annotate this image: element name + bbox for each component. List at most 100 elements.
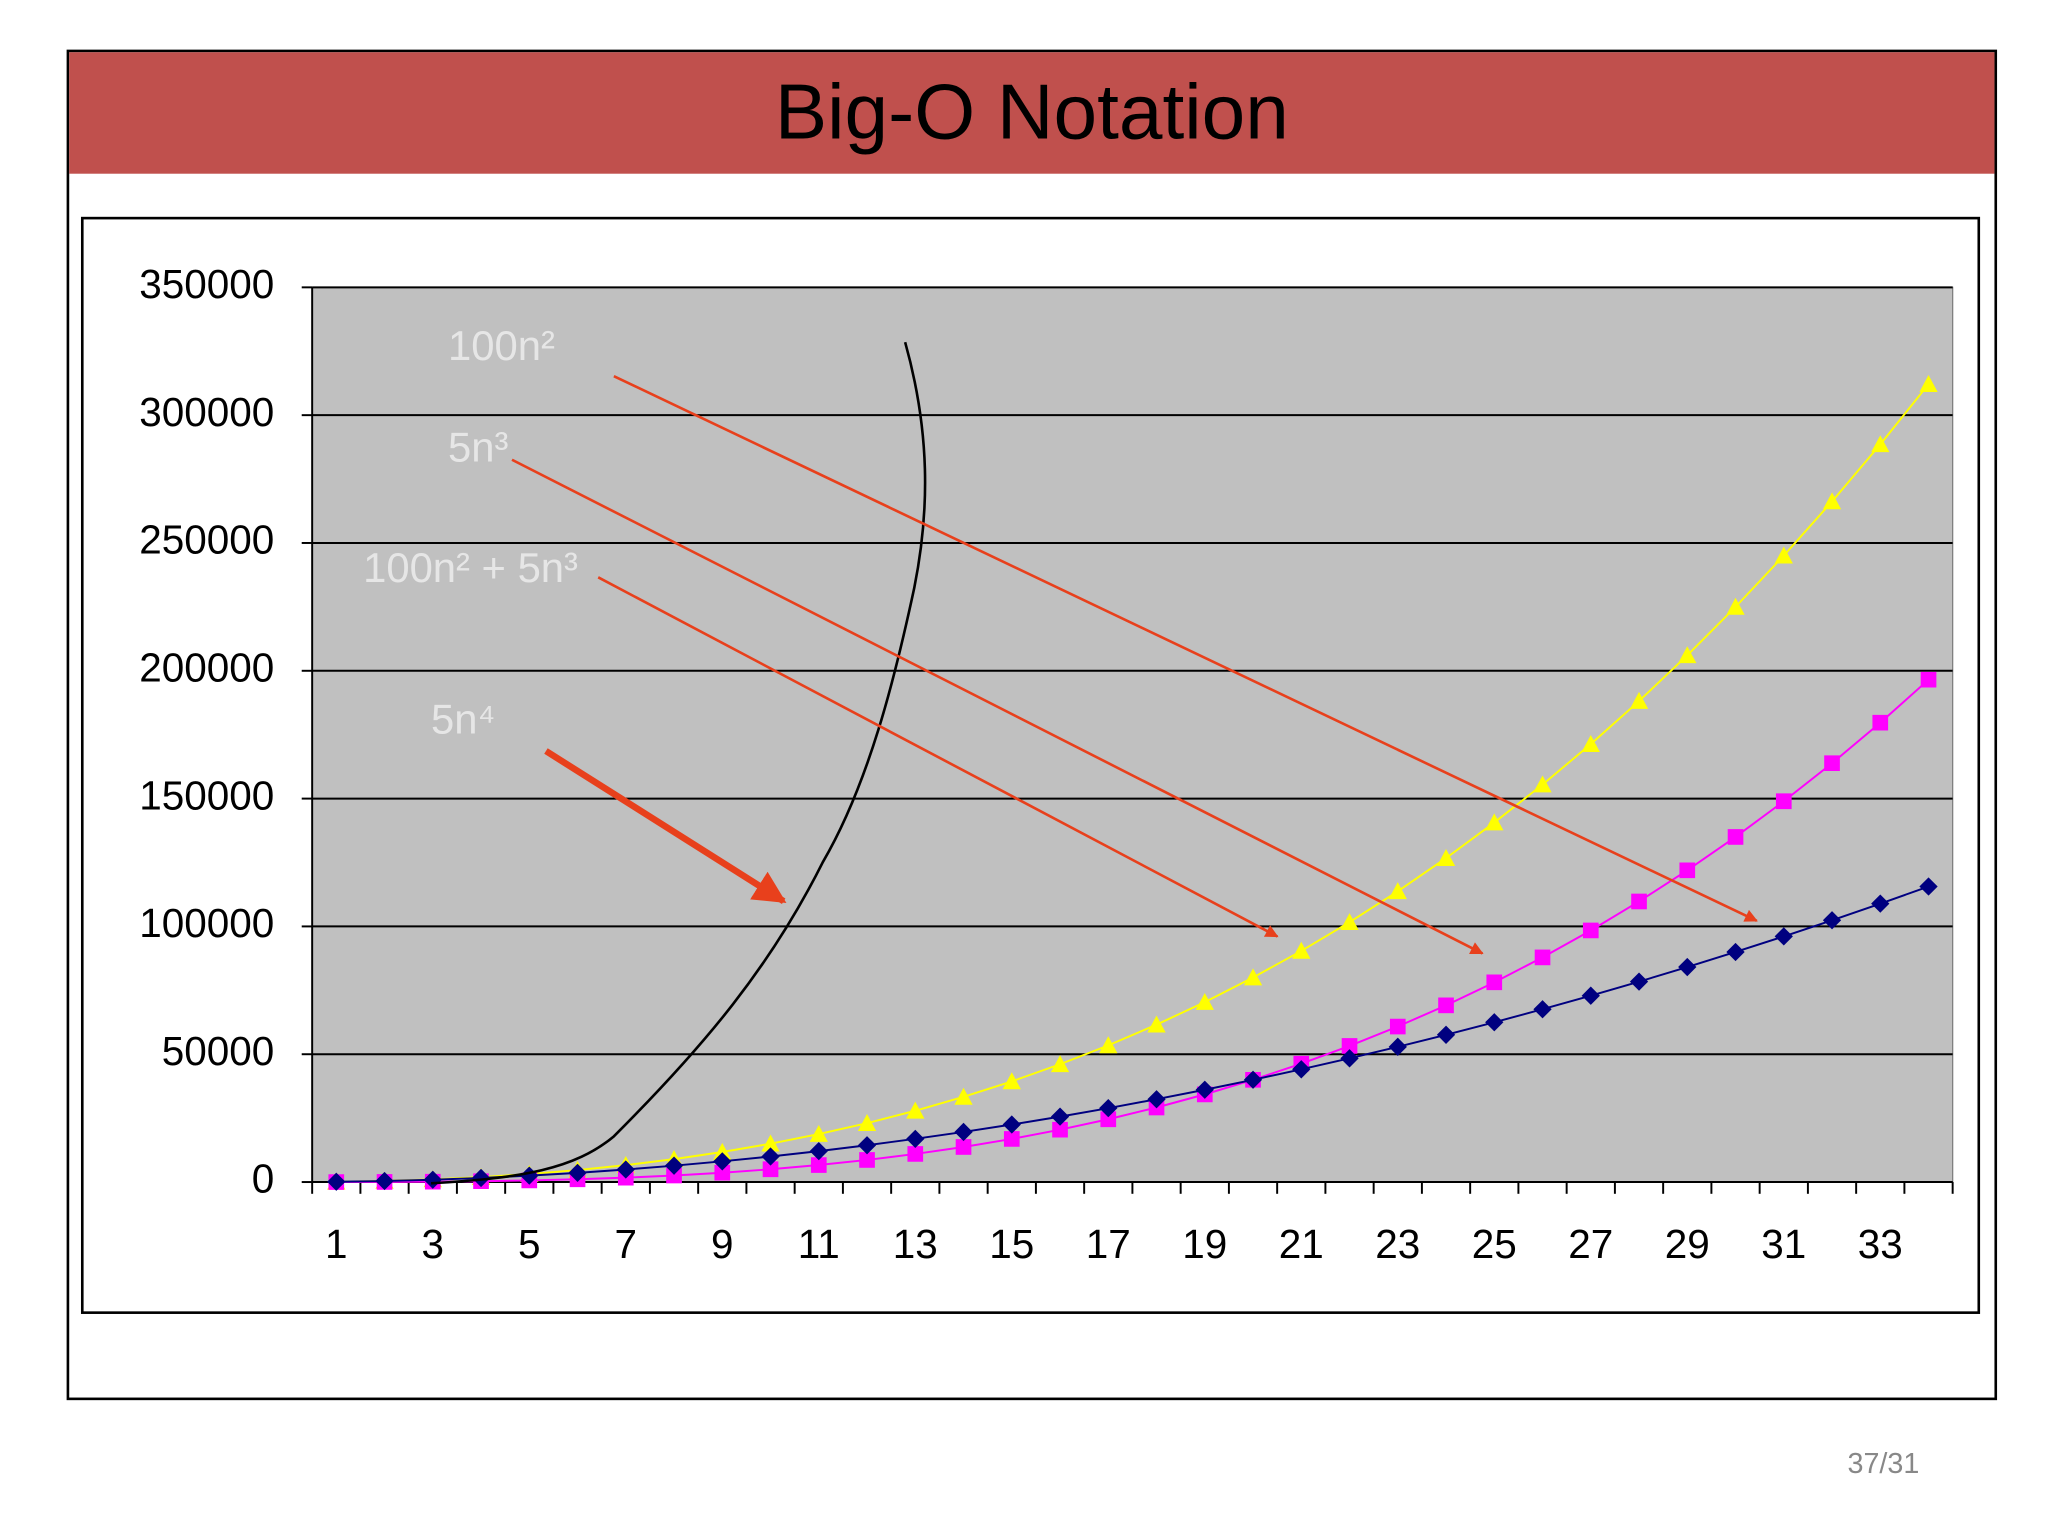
x-tick-label: 1	[325, 1221, 348, 1267]
chart-title: Big-O Notation	[775, 67, 1289, 155]
data-point	[810, 1157, 827, 1173]
y-tick-label: 50000	[162, 1028, 275, 1074]
annotation: 100n²	[448, 322, 555, 369]
data-point	[666, 1167, 682, 1184]
y-tick-label: 200000	[139, 644, 274, 690]
data-point	[1678, 646, 1697, 664]
data-point	[713, 1152, 732, 1171]
x-tick-label: 17	[1086, 1221, 1131, 1267]
data-point	[1341, 1038, 1358, 1054]
series-line	[336, 383, 1930, 1183]
annotation: 100n² + 5n³	[363, 544, 578, 591]
data-point	[1099, 1036, 1118, 1054]
x-tick-label: 33	[1858, 1221, 1903, 1267]
data-point	[1678, 957, 1697, 977]
data-point	[1485, 813, 1504, 831]
data-point	[1099, 1099, 1118, 1118]
data-point	[1292, 941, 1311, 959]
data-point	[471, 1168, 491, 1188]
data-point	[762, 1161, 779, 1178]
data-point	[1774, 546, 1793, 564]
data-point	[1100, 1111, 1117, 1128]
data-point	[1822, 492, 1842, 510]
data-point	[857, 1114, 877, 1131]
x-tick-label: 3	[422, 1221, 445, 1267]
data-point	[859, 1152, 875, 1168]
data-point	[955, 1139, 972, 1155]
data-point	[954, 1122, 973, 1142]
data-point	[1050, 1055, 1070, 1073]
data-point	[1872, 714, 1889, 731]
x-tick-label: 19	[1182, 1221, 1227, 1267]
y-tick-label: 350000	[139, 261, 274, 307]
annotation: 5n⁴	[431, 695, 495, 742]
data-point	[1727, 829, 1744, 845]
title-bar	[69, 52, 1995, 174]
data-point	[1002, 1115, 1021, 1134]
data-point	[1726, 942, 1745, 962]
data-point	[1533, 775, 1552, 793]
x-tick-label: 29	[1665, 1221, 1710, 1267]
data-point	[375, 1171, 394, 1191]
x-tick-label: 27	[1568, 1221, 1613, 1267]
data-point	[1726, 597, 1745, 615]
plot-area	[311, 286, 1954, 1183]
x-tick-label: 13	[893, 1221, 938, 1267]
series-line	[336, 885, 1929, 1183]
x-tick-label: 5	[518, 1221, 541, 1267]
data-point	[1920, 671, 1937, 688]
y-tick-label: 250000	[139, 517, 274, 563]
y-tick-label: 0	[252, 1156, 275, 1202]
data-point	[1340, 913, 1359, 931]
data-point	[1436, 848, 1456, 866]
data-point	[1147, 1015, 1166, 1033]
data-point	[1822, 911, 1842, 930]
arrow	[511, 458, 1484, 955]
x-tick-label: 31	[1761, 1221, 1806, 1267]
curve-5n4	[430, 341, 927, 1185]
arrow	[597, 576, 1279, 938]
data-point	[1388, 882, 1407, 900]
data-point	[1486, 974, 1503, 991]
data-point	[1581, 734, 1600, 752]
data-point	[1534, 949, 1551, 966]
x-tick-label: 23	[1375, 1221, 1420, 1267]
page-number: 37/31	[1847, 1448, 1919, 1480]
data-point	[713, 1142, 732, 1160]
data-point	[809, 1124, 828, 1142]
data-point	[1629, 691, 1649, 709]
data-point	[1919, 375, 1938, 393]
x-tick-label: 9	[711, 1221, 734, 1267]
data-point	[1631, 893, 1647, 910]
x-tick-label: 15	[989, 1221, 1034, 1267]
annotation: 5n³	[448, 424, 508, 471]
data-point	[907, 1146, 924, 1162]
data-point	[1679, 862, 1696, 879]
y-tick-label: 300000	[139, 389, 274, 435]
data-point	[714, 1164, 731, 1181]
data-point	[1389, 1018, 1406, 1035]
data-point	[1629, 972, 1649, 991]
data-point	[1438, 997, 1454, 1014]
series-line	[336, 678, 1930, 1184]
data-point	[1824, 755, 1840, 772]
data-point	[1871, 435, 1890, 453]
data-point	[1533, 1000, 1552, 1019]
data-point	[1582, 922, 1599, 939]
data-point	[761, 1134, 780, 1152]
data-point	[1774, 927, 1793, 946]
data-point	[906, 1129, 925, 1148]
data-point	[1243, 968, 1263, 986]
x-tick-label: 25	[1472, 1221, 1517, 1267]
data-point	[1581, 986, 1600, 1005]
y-tick-label: 100000	[139, 900, 274, 946]
arrow	[613, 374, 1758, 922]
data-point	[1195, 992, 1214, 1010]
y-tick-label: 150000	[139, 772, 274, 818]
data-point	[1002, 1072, 1021, 1090]
data-point	[1775, 793, 1792, 810]
data-point	[906, 1101, 925, 1119]
data-point	[761, 1147, 780, 1166]
